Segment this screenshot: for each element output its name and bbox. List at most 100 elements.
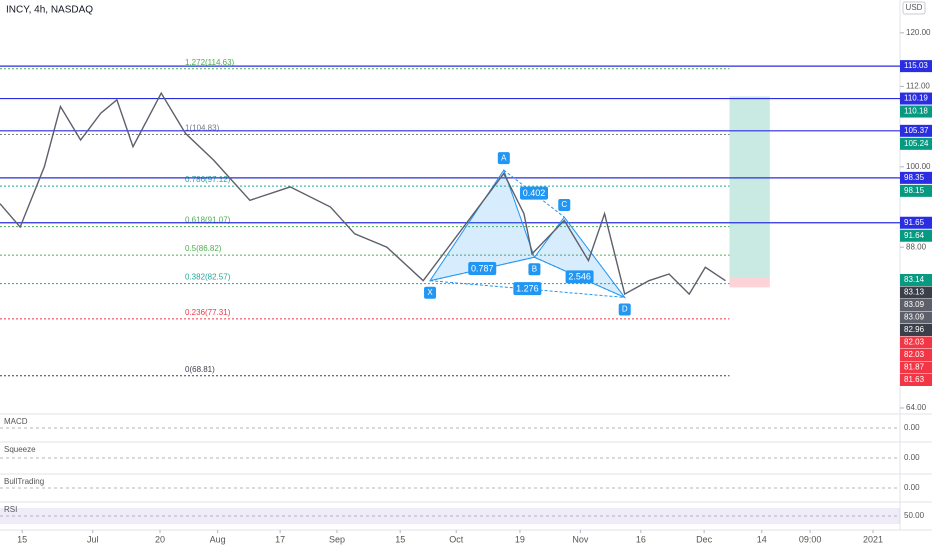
level-box [900, 171, 932, 184]
price-label: 82.03 [904, 350, 925, 359]
pattern-ratio-line [503, 169, 565, 218]
level-label: 105.37 [904, 126, 929, 135]
level-label: 91.65 [904, 218, 925, 227]
price-label: 82.96 [904, 325, 925, 334]
pane-axis-label: 0.00 [904, 453, 920, 462]
price-label: 91.64 [904, 231, 925, 240]
pane-axis-label: 0.00 [904, 423, 920, 432]
pane-name: RSI [4, 505, 17, 514]
level-label: 98.35 [904, 173, 925, 182]
fib-label: 0.236(77.31) [185, 308, 231, 317]
price-line [0, 91, 726, 296]
x-tick-label: Aug [210, 534, 226, 544]
position-target [729, 96, 770, 279]
price-label-box [900, 286, 932, 299]
pattern-ratio: 1.276 [516, 283, 539, 293]
pattern-point: X [427, 288, 433, 297]
price-label-box [900, 349, 932, 361]
y-tick-label: 112.00 [906, 82, 930, 91]
x-tick-label: 19 [515, 534, 525, 544]
price-label: 81.63 [904, 375, 925, 384]
price-label-box [900, 229, 932, 242]
x-tick-label: Jul [87, 534, 99, 544]
price-label: 83.13 [904, 288, 925, 297]
pattern-ratio: 0.787 [471, 263, 494, 273]
price-label-box [900, 299, 932, 311]
level-label: 115.03 [904, 61, 928, 70]
y-tick-label: 120.00 [906, 28, 931, 37]
pane-name: Squeeze [4, 445, 36, 454]
x-tick-label: Oct [449, 534, 464, 544]
x-tick-label: 17 [275, 534, 285, 544]
pattern-ratio-line [429, 256, 535, 282]
fib-label: 1(104.83) [185, 124, 220, 133]
price-label: 82.03 [904, 338, 925, 347]
level-label: 110.19 [904, 94, 928, 103]
x-tick-label: 15 [17, 534, 27, 544]
y-tick-label: 64.00 [906, 403, 927, 412]
price-label-box [900, 105, 932, 118]
pane-name: BullTrading [4, 477, 44, 486]
fib-label: 1.272(114.63) [185, 58, 235, 67]
x-tick-label: 20 [155, 534, 165, 544]
pane-axis-label: 0.00 [904, 483, 920, 492]
ratio-box [565, 270, 594, 284]
x-tick-label: Sep [329, 534, 345, 544]
x-tick-label: 09:00 [799, 534, 822, 544]
pane-axis-label: 50.00 [904, 511, 925, 520]
position-stop [729, 278, 770, 288]
currency: USD [906, 3, 923, 12]
price-label-box [900, 324, 932, 336]
pane-name: MACD [4, 417, 28, 426]
price-label-box [900, 336, 932, 349]
y-tick-label: 100.00 [906, 162, 931, 171]
pattern-point-box [424, 286, 437, 299]
level-box [900, 92, 932, 105]
x-tick-label: 15 [395, 534, 405, 544]
level-box [900, 60, 932, 73]
price-label-box [900, 374, 932, 386]
fib-label: 0(68.81) [185, 365, 215, 374]
price-label-box [900, 311, 932, 324]
price-label: 81.87 [904, 363, 925, 372]
fib-label: 0.786(97.12) [185, 175, 231, 184]
ratio-box [520, 186, 549, 200]
x-tick-label: 14 [757, 534, 767, 544]
x-tick-label: 16 [636, 534, 646, 544]
price-label-box [900, 274, 932, 286]
pattern-point-box [558, 199, 571, 212]
price-label: 83.09 [904, 313, 925, 322]
level-box [900, 216, 932, 229]
currency-box [902, 1, 926, 15]
pattern-point-box [528, 263, 541, 276]
pattern-ratio-line [534, 256, 625, 298]
pattern-point: B [532, 264, 537, 273]
price-label-box [900, 361, 932, 374]
pattern-ratio: 0.402 [523, 188, 546, 198]
pattern-point-box [618, 303, 631, 316]
pattern-point: D [622, 305, 628, 314]
fib-label: 0.618(91.07) [185, 216, 231, 225]
pattern-point: C [561, 200, 567, 209]
y-tick-label: 88.00 [906, 242, 927, 251]
price-label: 105.24 [904, 139, 929, 148]
x-tick-label: 2021 [863, 534, 883, 544]
price-label: 83.09 [904, 300, 925, 309]
fib-label: 0.5(86.82) [185, 244, 222, 253]
price-label-box [900, 137, 932, 150]
x-tick-label: Dec [696, 534, 713, 544]
price-label: 110.18 [904, 107, 928, 116]
pattern-ratio: 2.546 [568, 272, 591, 282]
level-box [900, 124, 932, 137]
symbol-title: INCY, 4h, NASDAQ [6, 5, 93, 16]
fib-label: 0.382(82.57) [185, 273, 231, 282]
price-label-box [900, 184, 932, 197]
pattern-point: A [501, 153, 507, 162]
pattern-point-box [497, 152, 510, 165]
ratio-box [513, 282, 542, 296]
ratio-box [468, 261, 497, 275]
price-label: 98.15 [904, 186, 925, 195]
price-label: 83.14 [904, 275, 925, 284]
